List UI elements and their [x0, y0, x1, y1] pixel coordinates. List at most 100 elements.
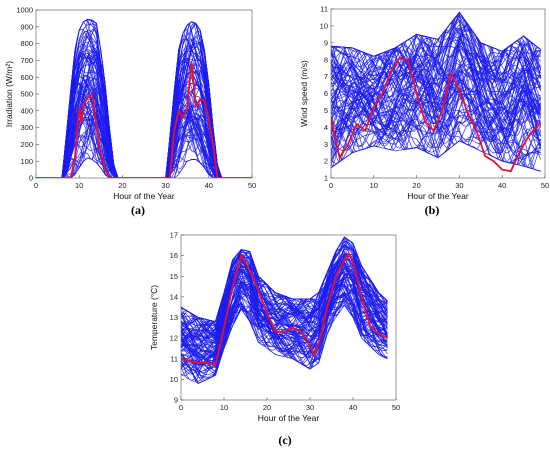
y-axis-label: Wind speed (m/s) [299, 60, 309, 127]
scenario-line [181, 284, 388, 361]
scenario-line [36, 18, 252, 178]
y-tick-label: 9 [324, 38, 328, 47]
scenario-line [331, 78, 541, 145]
y-tick-label: 100 [20, 157, 33, 166]
y-tick-label: 10 [320, 22, 328, 31]
y-tick-label: 1000 [16, 6, 33, 15]
y-tick-label: 9 [174, 396, 178, 405]
scenario-line [331, 46, 541, 122]
y-tick-label: 17 [170, 231, 178, 240]
scenario-line [331, 98, 541, 157]
scenario-line [181, 254, 388, 349]
x-tick-label: 40 [349, 403, 357, 412]
scenario-line [331, 11, 542, 85]
scenario-line [331, 33, 542, 111]
scenario-line [181, 276, 388, 369]
x-tick-label: 40 [498, 181, 506, 190]
scenario-line [181, 265, 388, 366]
scenario-line [331, 60, 541, 137]
scenario-line [331, 41, 541, 113]
y-tick-label: 3 [324, 140, 328, 149]
y-tick-label: 700 [20, 56, 33, 65]
y-tick-label: 5 [324, 106, 328, 115]
scenario-line [331, 41, 541, 106]
scenario-line [331, 30, 541, 104]
y-tick-label: 16 [170, 251, 178, 260]
scenario-lines [36, 18, 252, 178]
y-tick-label: 15 [170, 272, 178, 281]
scenario-line [36, 102, 252, 178]
scenario-line [331, 28, 541, 98]
y-tick-label: 6 [324, 89, 328, 98]
scenario-line [36, 152, 252, 178]
scenario-line [181, 270, 388, 357]
x-axis-label: Hour of the Year [113, 191, 175, 201]
x-tick-label: 20 [412, 181, 420, 190]
x-tick-label: 30 [306, 403, 314, 412]
scenario-line [331, 74, 541, 142]
y-tick-label: 800 [20, 39, 33, 48]
scenario-line [36, 120, 252, 178]
y-tick-label: 300 [20, 123, 33, 132]
highlight-series-line [181, 251, 388, 366]
scenario-line [36, 19, 252, 178]
panel-b: 0 10 20 30 40 50 1 2 3 4 5 6 7 8 9 10 11 Hour of the Year… [299, 5, 549, 217]
scenario-line [331, 11, 541, 85]
scenario-line [331, 69, 542, 136]
x-tick-label: 0 [179, 403, 183, 412]
scenario-line [331, 120, 541, 172]
y-axis-label: Irradiation (W/m²) [4, 61, 14, 127]
panel-a: 0 10 20 30 40 5001002003004005006007008009001… [4, 6, 256, 217]
x-tick-label: 30 [161, 181, 169, 190]
x-tick-label: 0 [329, 181, 333, 190]
x-tick-label: 20 [118, 181, 126, 190]
scenario-line [181, 294, 388, 381]
panel-label: (b) [425, 203, 440, 217]
y-tick-label: 500 [20, 90, 33, 99]
x-tick-label: 50 [541, 181, 549, 190]
x-tick-label: 0 [34, 181, 38, 190]
panel-label: (a) [131, 203, 145, 217]
scenario-line [331, 33, 542, 87]
scenario-line [181, 236, 388, 338]
x-tick-label: 10 [370, 181, 378, 190]
y-tick-label: 7 [324, 72, 328, 81]
scenario-line [331, 14, 542, 92]
scenario-line [181, 256, 388, 357]
x-tick-label: 30 [455, 181, 463, 190]
y-tick-label: 900 [20, 22, 33, 31]
scenario-line [331, 67, 541, 135]
scenario-line [181, 262, 388, 344]
scenario-line [331, 12, 541, 80]
y-tick-label: 10 [170, 375, 178, 384]
x-tick-label: 50 [392, 403, 400, 412]
scenario-line [181, 286, 388, 368]
panel-c: 0 10 20 30 40 50 9 10 11 12 13 14 15 16 17 Hour of the … [149, 231, 400, 447]
x-tick-label: 10 [220, 403, 228, 412]
y-tick-label: 14 [170, 292, 178, 301]
scenario-line [181, 258, 388, 358]
scenario-line [181, 243, 388, 340]
scenario-line [181, 276, 388, 376]
y-tick-label: 200 [20, 140, 33, 149]
x-tick-label: 50 [248, 181, 256, 190]
scenario-lines [331, 11, 542, 172]
panel-label: (c) [278, 433, 291, 447]
highlight-series-line [331, 56, 542, 173]
scenario-line [331, 37, 542, 93]
x-tick-label: 20 [263, 403, 271, 412]
x-axis-label: Hour of the Year [407, 191, 469, 201]
x-axis-label: Hour of the Year [258, 413, 320, 423]
y-tick-label: 12 [170, 334, 178, 343]
scenario-line [331, 60, 542, 133]
y-tick-label: 1 [324, 174, 328, 183]
y-tick-label: 2 [324, 157, 328, 166]
y-tick-label: 8 [324, 55, 328, 64]
highlight-series-line [36, 62, 252, 178]
scenario-line [331, 22, 541, 76]
y-tick-label: 400 [20, 106, 33, 115]
y-tick-label: 13 [170, 313, 178, 322]
scenario-lines [181, 236, 388, 384]
y-tick-label: 11 [320, 5, 328, 14]
